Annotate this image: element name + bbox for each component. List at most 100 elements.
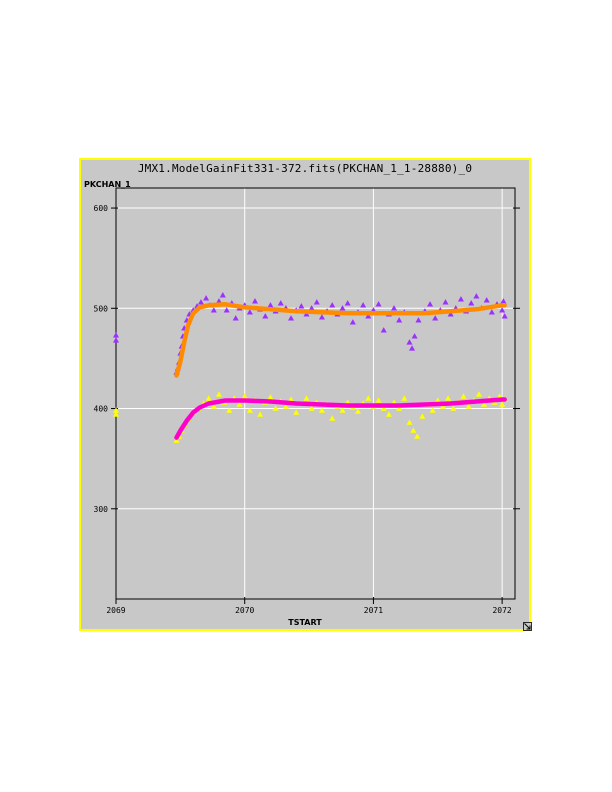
data-point bbox=[246, 407, 253, 413]
data-point bbox=[365, 313, 372, 319]
data-point bbox=[298, 303, 305, 309]
data-point bbox=[197, 299, 204, 305]
data-point bbox=[411, 333, 418, 339]
data-point bbox=[293, 409, 300, 415]
y-axis-label: PKCHAN_1 bbox=[84, 180, 131, 189]
data-point bbox=[313, 299, 320, 305]
data-point bbox=[236, 401, 243, 407]
data-point bbox=[246, 309, 253, 315]
data-point bbox=[173, 437, 180, 443]
y-tick-label: 400 bbox=[94, 405, 109, 414]
data-point bbox=[329, 302, 336, 308]
data-point bbox=[205, 395, 212, 401]
data-point bbox=[223, 307, 230, 313]
data-point bbox=[308, 305, 315, 311]
data-point bbox=[460, 393, 467, 399]
x-tick-label: 2071 bbox=[364, 606, 383, 615]
data-point bbox=[344, 300, 351, 306]
data-point bbox=[406, 419, 413, 425]
data-point bbox=[288, 396, 295, 402]
data-point bbox=[500, 298, 507, 304]
data-point bbox=[447, 311, 454, 317]
data-point bbox=[380, 327, 387, 333]
resize-handle-icon[interactable] bbox=[523, 622, 532, 631]
data-point bbox=[429, 407, 436, 413]
fit-curve-line bbox=[174, 302, 507, 378]
data-point bbox=[391, 305, 398, 311]
data-point bbox=[499, 307, 506, 313]
data-point bbox=[450, 405, 457, 411]
data-point bbox=[481, 401, 488, 407]
data-point bbox=[318, 314, 325, 320]
y-tick-label: 300 bbox=[94, 505, 109, 514]
x-axis-label: TSTART bbox=[288, 618, 322, 627]
data-point bbox=[219, 292, 226, 298]
data-point bbox=[329, 415, 336, 421]
data-point bbox=[267, 394, 274, 400]
data-point bbox=[210, 307, 217, 313]
data-point bbox=[288, 315, 295, 321]
plot-frame bbox=[115, 187, 516, 600]
data-point bbox=[308, 405, 315, 411]
data-point bbox=[375, 301, 382, 307]
y-tick-label: 600 bbox=[94, 204, 109, 213]
data-point bbox=[272, 405, 279, 411]
chart-title: JMX1.ModelGainFit331-372.fits(PKCHAN_1_1… bbox=[137, 162, 473, 175]
x-tick-label: 2072 bbox=[492, 606, 511, 615]
data-point bbox=[215, 391, 222, 397]
data-point bbox=[414, 433, 421, 439]
data-point bbox=[499, 401, 506, 407]
x-tick-label: 2070 bbox=[235, 606, 254, 615]
data-point bbox=[475, 391, 482, 397]
data-point bbox=[488, 309, 495, 315]
data-point bbox=[113, 332, 119, 338]
data-point bbox=[415, 317, 422, 323]
data-point bbox=[483, 297, 490, 303]
data-point bbox=[375, 397, 382, 403]
data-point bbox=[434, 397, 441, 403]
data-point bbox=[380, 405, 387, 411]
data-point bbox=[457, 296, 464, 302]
data-point bbox=[406, 339, 413, 345]
data-point bbox=[113, 337, 119, 343]
chart-plot-area: 300 400 500 600 2069 2070 2071 2072 bbox=[94, 187, 520, 615]
data-point bbox=[427, 301, 434, 307]
plot-window: JMX1.ModelGainFit331-372.fits(PKCHAN_1_1… bbox=[79, 158, 532, 631]
data-point bbox=[339, 305, 346, 311]
data-point bbox=[442, 299, 449, 305]
data-point bbox=[473, 293, 480, 299]
data-point bbox=[262, 313, 269, 319]
data-point bbox=[215, 298, 222, 304]
data-point bbox=[396, 405, 403, 411]
data-point bbox=[385, 411, 392, 417]
data-point bbox=[410, 427, 417, 433]
data-point bbox=[409, 345, 416, 351]
data-point bbox=[232, 315, 239, 321]
x-tick-label: 2069 bbox=[106, 606, 125, 615]
data-point bbox=[303, 395, 310, 401]
data-point bbox=[226, 407, 233, 413]
data-point bbox=[277, 300, 284, 306]
data-point bbox=[468, 300, 475, 306]
data-point bbox=[241, 393, 248, 399]
data-point bbox=[267, 302, 274, 308]
data-point bbox=[354, 408, 361, 414]
data-point bbox=[257, 411, 264, 417]
data-point bbox=[349, 319, 356, 325]
y-tick-label: 500 bbox=[94, 304, 109, 313]
data-point bbox=[210, 403, 217, 409]
data-point bbox=[419, 413, 426, 419]
data-point bbox=[432, 315, 439, 321]
data-point bbox=[113, 411, 119, 417]
data-point bbox=[282, 403, 289, 409]
data-point bbox=[445, 395, 452, 401]
data-point bbox=[501, 313, 508, 319]
data-point bbox=[203, 295, 210, 301]
data-point bbox=[360, 302, 367, 308]
data-point bbox=[396, 317, 403, 323]
data-point bbox=[113, 407, 119, 413]
data-point bbox=[365, 395, 372, 401]
data-point bbox=[318, 407, 325, 413]
fit-curve-line bbox=[174, 397, 507, 440]
data-point bbox=[339, 407, 346, 413]
